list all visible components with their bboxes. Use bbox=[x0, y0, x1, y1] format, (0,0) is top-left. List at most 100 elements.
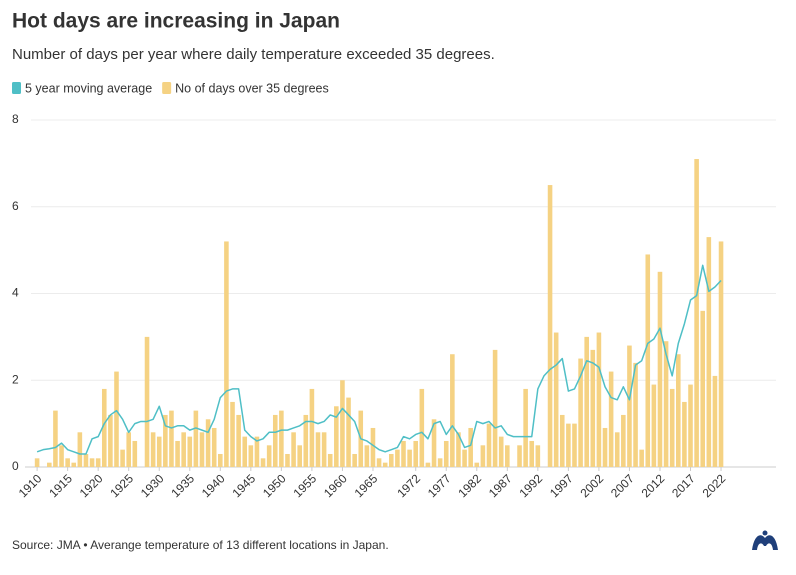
line bbox=[36, 264, 722, 455]
x-tick-label: 1982 bbox=[455, 471, 484, 500]
bar bbox=[83, 453, 89, 467]
bar bbox=[260, 458, 266, 467]
x-tick-label: 1960 bbox=[321, 471, 350, 500]
x-tick-label: 1972 bbox=[394, 471, 423, 500]
bar bbox=[211, 427, 217, 467]
bar bbox=[114, 371, 119, 467]
bar bbox=[437, 458, 443, 467]
chart-subtitle: Number of days per year where daily temp… bbox=[12, 46, 495, 63]
bar bbox=[181, 432, 186, 467]
bar bbox=[407, 449, 412, 467]
bar bbox=[566, 423, 571, 467]
bar bbox=[712, 375, 718, 467]
bar bbox=[199, 432, 205, 467]
bar bbox=[621, 414, 626, 467]
legend-label: 5 year moving average bbox=[25, 81, 152, 95]
bar bbox=[614, 432, 620, 467]
bar bbox=[218, 453, 223, 467]
x-tick-label: 2007 bbox=[608, 471, 637, 500]
bar bbox=[382, 462, 388, 467]
bar bbox=[529, 440, 535, 467]
x-tick-label: 2012 bbox=[639, 471, 668, 500]
bar bbox=[669, 388, 675, 467]
bar bbox=[572, 423, 577, 467]
bar bbox=[450, 354, 455, 467]
bar bbox=[505, 445, 510, 467]
bar bbox=[584, 336, 589, 467]
legend-swatch bbox=[12, 82, 21, 94]
x-tick-label: 1945 bbox=[229, 471, 258, 500]
bar bbox=[236, 414, 241, 467]
x-tick-label: 1977 bbox=[425, 471, 454, 500]
x-tick-label: 1940 bbox=[199, 471, 228, 500]
bar bbox=[297, 445, 302, 467]
bar bbox=[480, 445, 486, 467]
y-tick-label: 8 bbox=[12, 112, 19, 126]
bar bbox=[321, 432, 327, 467]
bar bbox=[175, 440, 180, 467]
bar bbox=[682, 401, 687, 467]
bar bbox=[413, 440, 419, 467]
bar bbox=[657, 271, 663, 467]
bar bbox=[627, 345, 632, 467]
bar bbox=[718, 241, 724, 467]
bar bbox=[602, 427, 608, 467]
y-tick-label: 4 bbox=[12, 286, 19, 300]
bar bbox=[95, 458, 101, 467]
bar bbox=[401, 440, 406, 467]
bar bbox=[205, 419, 211, 467]
bar bbox=[700, 310, 706, 467]
bar bbox=[108, 414, 113, 467]
bar bbox=[193, 410, 199, 467]
bar bbox=[651, 384, 657, 467]
bar bbox=[126, 432, 131, 467]
bar bbox=[645, 254, 651, 467]
bar bbox=[53, 410, 58, 467]
bar bbox=[132, 440, 138, 467]
x-tick-label: 1987 bbox=[486, 471, 515, 500]
x-tick-label: 1915 bbox=[46, 471, 75, 500]
bar bbox=[224, 241, 229, 467]
logo bbox=[752, 530, 778, 550]
bar bbox=[388, 453, 394, 467]
bar bbox=[59, 445, 64, 467]
x-tick-label: 1955 bbox=[290, 471, 319, 500]
legend-swatch bbox=[162, 82, 172, 94]
x-tick-label: 1992 bbox=[516, 471, 545, 500]
bar bbox=[71, 462, 77, 467]
bar bbox=[156, 436, 162, 467]
x-tick-label: 1935 bbox=[168, 471, 197, 500]
bar bbox=[517, 445, 522, 467]
bar bbox=[340, 380, 345, 467]
bar bbox=[327, 453, 333, 467]
x-tick-label: 2002 bbox=[577, 471, 606, 500]
bar bbox=[364, 445, 370, 467]
bar bbox=[663, 341, 669, 467]
x-tick-label: 1930 bbox=[138, 471, 167, 500]
bar bbox=[633, 362, 638, 467]
bar bbox=[547, 185, 553, 467]
y-tick-label: 0 bbox=[12, 459, 19, 473]
bar bbox=[395, 449, 400, 467]
x-tick-label: 1950 bbox=[260, 471, 289, 500]
bar bbox=[676, 354, 681, 467]
bar bbox=[242, 436, 248, 467]
bar bbox=[285, 453, 290, 467]
x-tick-label: 1965 bbox=[352, 471, 381, 500]
bar bbox=[419, 388, 425, 467]
bar bbox=[346, 397, 351, 467]
bar bbox=[309, 388, 315, 467]
bar bbox=[34, 458, 40, 467]
bar bbox=[553, 332, 559, 467]
bar bbox=[150, 432, 156, 467]
bar bbox=[266, 445, 272, 467]
bar bbox=[370, 427, 376, 467]
bar bbox=[187, 436, 193, 467]
bar bbox=[498, 436, 504, 467]
bar bbox=[279, 410, 284, 467]
y-tick-label: 6 bbox=[12, 199, 19, 213]
bar bbox=[706, 237, 712, 467]
bar bbox=[456, 432, 461, 467]
bar bbox=[688, 384, 693, 467]
